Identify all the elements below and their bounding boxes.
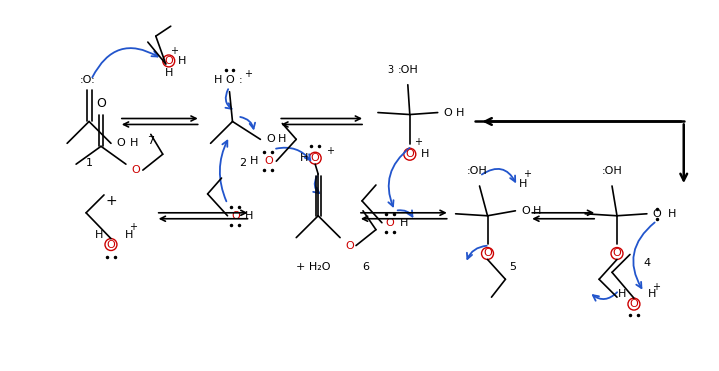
Text: 7: 7: [147, 136, 155, 146]
Text: H: H: [455, 108, 464, 118]
Text: H: H: [533, 206, 541, 216]
Text: +: +: [326, 146, 334, 156]
Text: O: O: [132, 165, 140, 175]
Text: 3: 3: [387, 65, 393, 75]
Text: :OH: :OH: [602, 166, 623, 176]
Text: :OH: :OH: [467, 166, 488, 176]
Text: O: O: [652, 209, 661, 219]
Text: O: O: [116, 138, 125, 148]
FancyArrowPatch shape: [482, 169, 516, 182]
Text: O: O: [483, 249, 492, 259]
Text: 2: 2: [239, 158, 246, 168]
Text: +: +: [105, 194, 116, 208]
FancyArrowPatch shape: [388, 148, 410, 206]
Text: H: H: [245, 211, 254, 221]
Text: +: +: [170, 46, 178, 56]
Text: O: O: [613, 249, 621, 259]
FancyArrowPatch shape: [313, 177, 319, 193]
Text: O: O: [231, 211, 240, 221]
Text: :O:: :O:: [81, 75, 96, 85]
Text: O: O: [311, 153, 319, 163]
Text: H: H: [668, 209, 676, 219]
Text: 6: 6: [362, 262, 370, 272]
Text: O: O: [444, 108, 452, 118]
Text: O: O: [264, 156, 273, 166]
Text: +: +: [523, 169, 531, 179]
Text: :: :: [239, 75, 242, 85]
Text: 5: 5: [509, 262, 516, 272]
Text: H: H: [400, 218, 408, 228]
Text: H: H: [214, 75, 223, 85]
Text: H: H: [300, 153, 308, 163]
Text: O: O: [266, 134, 275, 144]
Text: O: O: [106, 240, 115, 250]
Text: H: H: [178, 56, 186, 66]
FancyArrowPatch shape: [92, 48, 157, 77]
FancyArrowPatch shape: [633, 223, 655, 288]
Text: + H₂O: + H₂O: [296, 262, 331, 272]
Text: O: O: [346, 240, 354, 250]
Text: +: +: [129, 222, 137, 232]
FancyArrowPatch shape: [467, 246, 487, 259]
Text: O: O: [96, 97, 106, 110]
Text: H: H: [618, 289, 626, 299]
Text: O: O: [521, 206, 530, 216]
Text: O: O: [406, 149, 414, 159]
FancyArrowPatch shape: [240, 117, 255, 129]
FancyArrowPatch shape: [276, 148, 311, 160]
Text: :OH: :OH: [398, 65, 418, 75]
Text: H: H: [250, 156, 259, 166]
Text: H: H: [648, 289, 656, 299]
Text: O: O: [385, 218, 394, 228]
Text: H: H: [519, 179, 528, 189]
Text: O: O: [225, 75, 234, 85]
Text: 4: 4: [644, 259, 651, 268]
Text: H: H: [278, 134, 286, 144]
Text: +: +: [652, 282, 660, 292]
FancyArrowPatch shape: [220, 141, 227, 201]
Text: +: +: [244, 69, 252, 79]
Text: O: O: [630, 299, 638, 309]
Text: H: H: [95, 230, 104, 240]
Text: H: H: [165, 68, 173, 78]
Text: H: H: [421, 149, 429, 159]
Text: H: H: [129, 138, 138, 148]
Text: O: O: [165, 56, 173, 66]
Text: H: H: [124, 230, 133, 240]
FancyArrowPatch shape: [398, 210, 413, 217]
FancyArrowPatch shape: [593, 292, 617, 301]
Text: +: +: [413, 137, 422, 147]
Text: 1: 1: [86, 158, 93, 168]
FancyArrowPatch shape: [226, 89, 232, 109]
